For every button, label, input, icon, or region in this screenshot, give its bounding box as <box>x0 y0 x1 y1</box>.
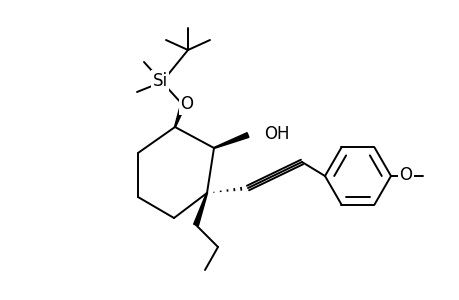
Text: Si: Si <box>152 72 167 90</box>
Text: O: O <box>398 166 412 184</box>
Polygon shape <box>193 193 207 226</box>
Polygon shape <box>174 104 185 127</box>
Text: O: O <box>180 95 193 113</box>
Polygon shape <box>213 133 248 148</box>
Text: OH: OH <box>263 125 289 143</box>
